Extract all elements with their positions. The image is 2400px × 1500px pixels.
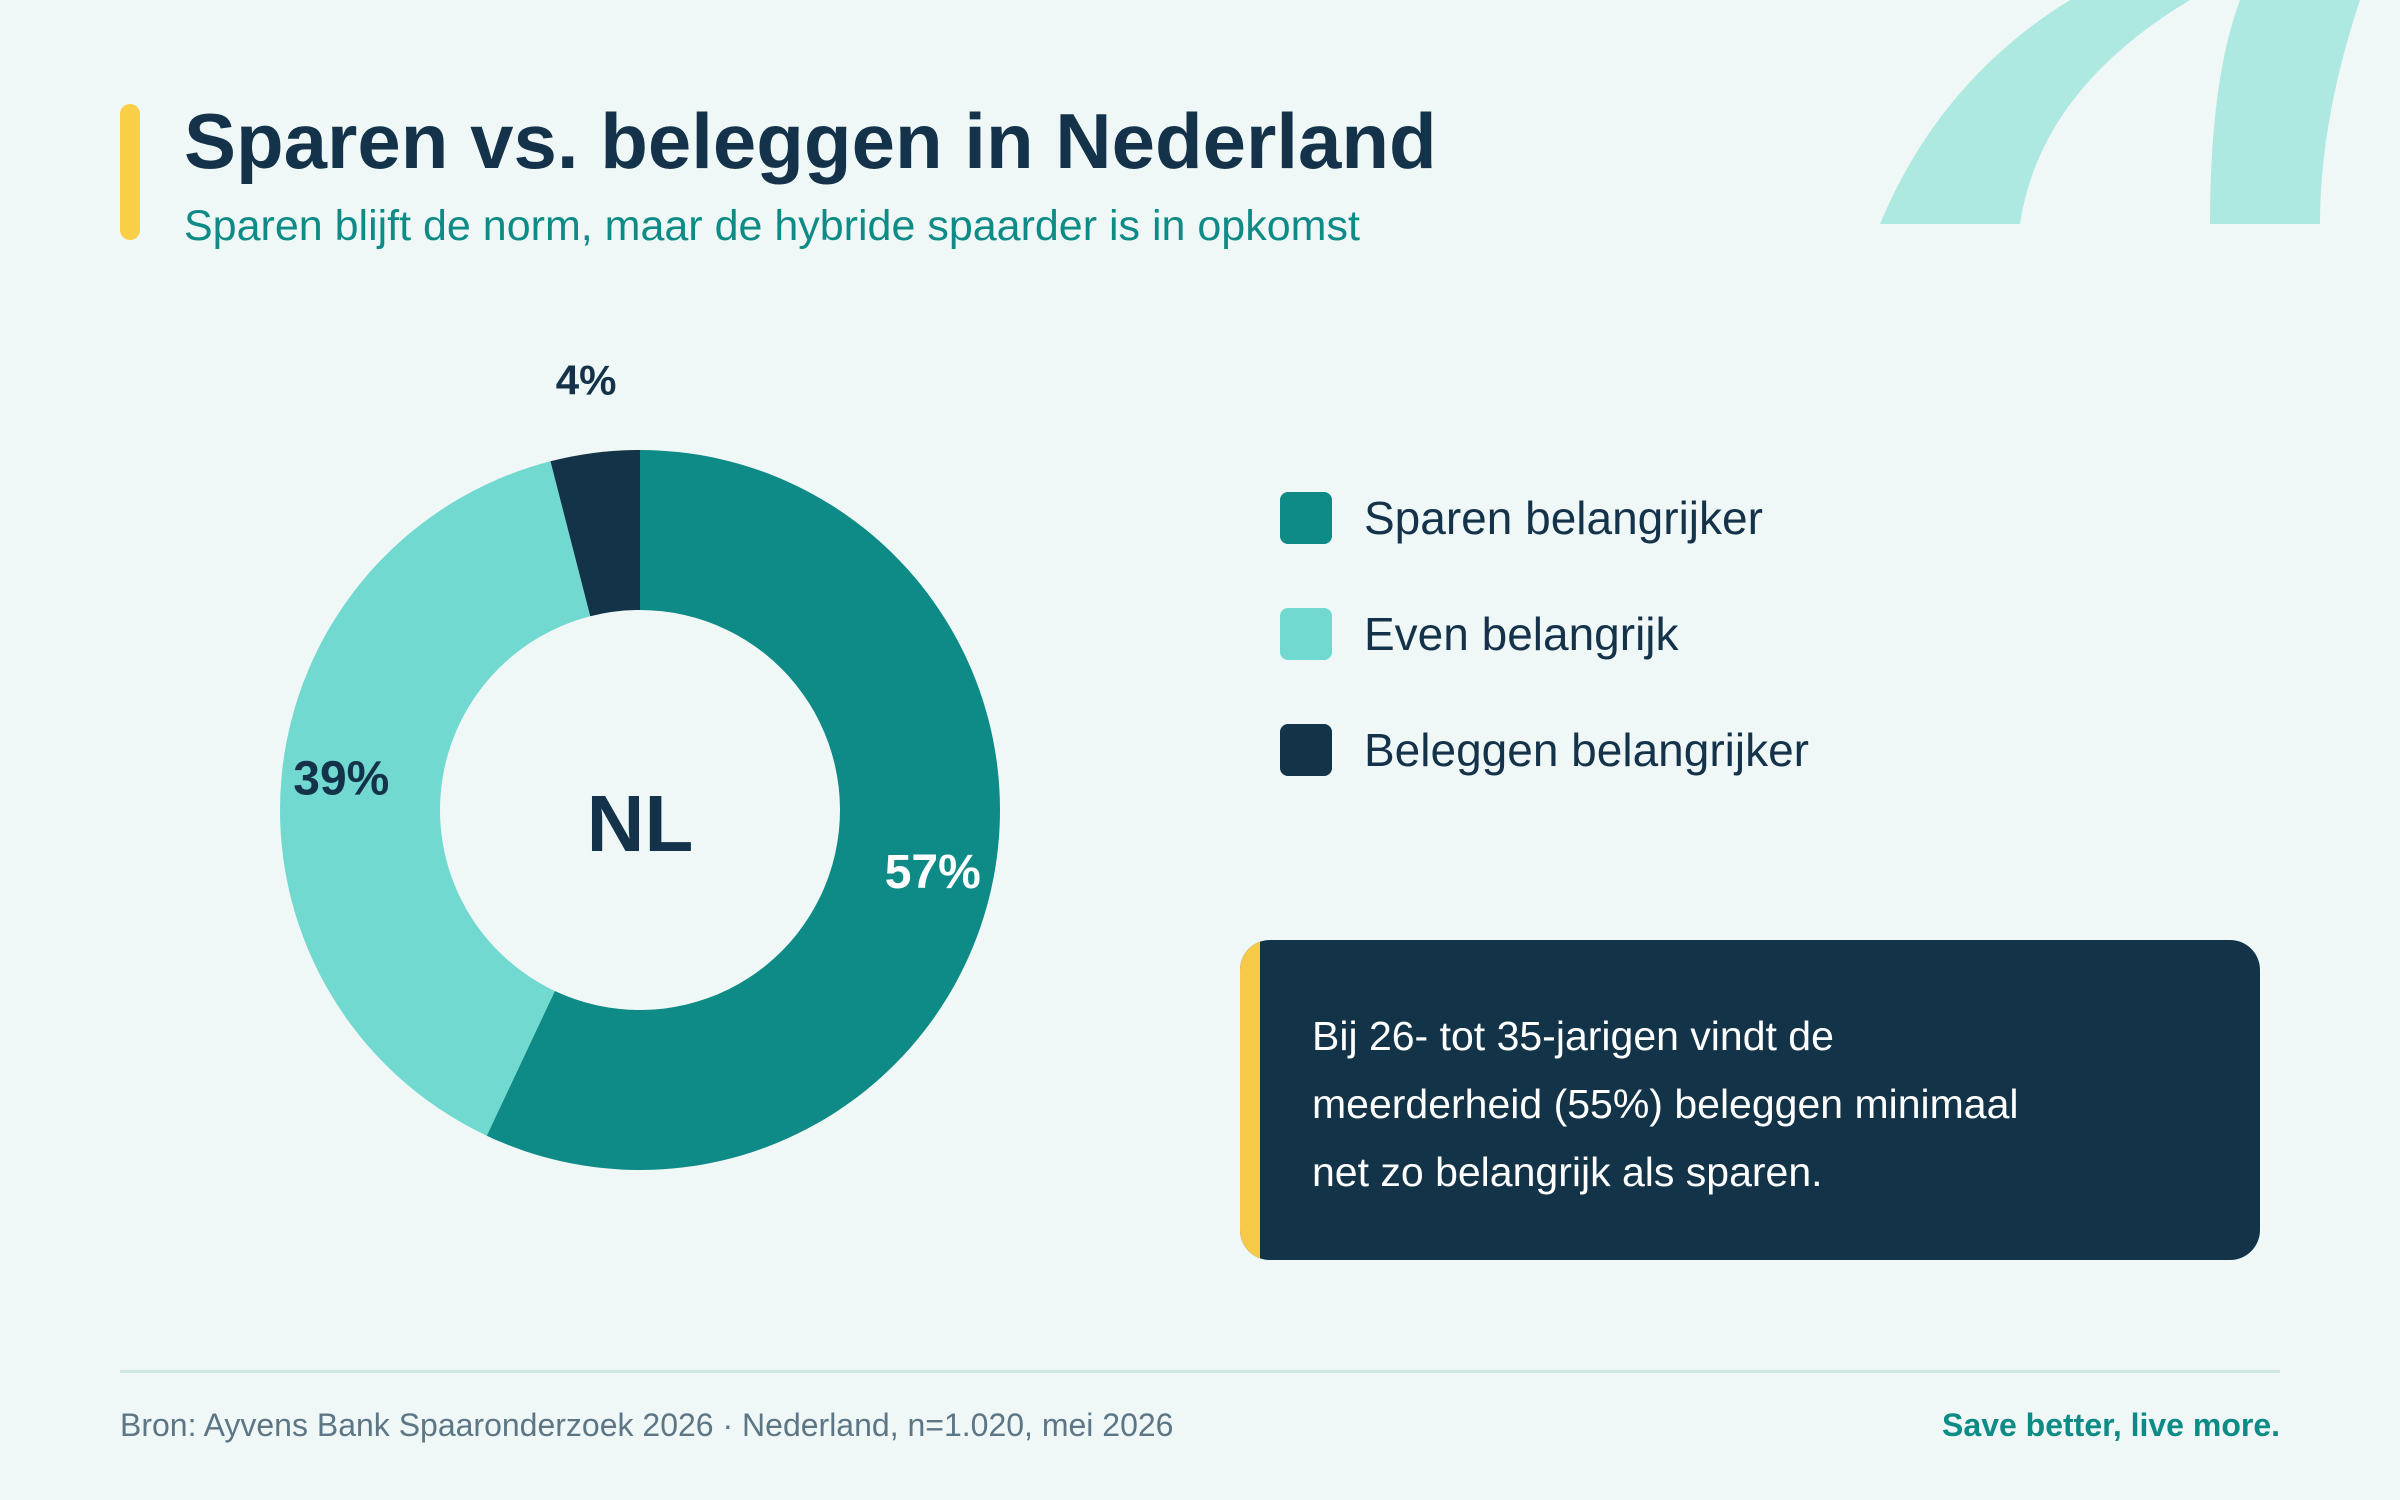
donut-chart: 57% 39% 4% NL xyxy=(280,356,1001,1170)
brand-tagline: Save better, live more. xyxy=(1942,1407,2280,1443)
source-note: Bron: Ayvens Bank Spaaronderzoek 2026 · … xyxy=(120,1407,1174,1443)
donut-center-label: NL xyxy=(587,779,694,868)
callout-line: meerderheid (55%) beleggen minimaal xyxy=(1312,1081,2019,1127)
donut-slice xyxy=(280,461,591,1136)
callout-accent-bar xyxy=(1240,940,1260,1260)
donut-slice xyxy=(550,450,640,617)
page-subtitle: Sparen blijft de norm, maar de hybride s… xyxy=(184,202,1360,250)
legend-swatch xyxy=(1280,724,1332,776)
legend-label: Even belangrijk xyxy=(1364,608,1679,660)
callout-line: Bij 26- tot 35-jarigen vindt de xyxy=(1312,1013,1834,1059)
legend-item: Even belangrijk xyxy=(1280,606,1809,662)
legend-label: Beleggen belangrijker xyxy=(1364,724,1809,776)
donut-slices xyxy=(280,450,1001,1170)
slice-value-label: 4% xyxy=(556,356,617,403)
callout-line: net zo belangrijk als sparen. xyxy=(1312,1149,1823,1195)
legend-item: Beleggen belangrijker xyxy=(1280,722,1809,778)
legend-item: Sparen belangrijker xyxy=(1280,490,1809,546)
quote-mark-decoration xyxy=(1880,0,2360,224)
donut-value-labels: 57% 39% 4% xyxy=(293,356,981,899)
slice-value-label: 39% xyxy=(293,752,389,805)
slice-value-label: 57% xyxy=(885,846,981,899)
donut-slice xyxy=(486,450,1001,1170)
title-accent-bar xyxy=(120,104,140,240)
page-title: Sparen vs. beleggen in Nederland xyxy=(184,97,1437,185)
legend-swatch xyxy=(1280,608,1332,660)
legend-label: Sparen belangrijker xyxy=(1364,492,1763,544)
insight-callout: Bij 26- tot 35-jarigen vindt de meerderh… xyxy=(1240,940,2260,1260)
callout-text: Bij 26- tot 35-jarigen vindt de meerderh… xyxy=(1312,1002,2132,1206)
chart-legend: Sparen belangrijker Even belangrijk Belegg… xyxy=(1280,490,1809,838)
footer-divider xyxy=(120,1370,2280,1373)
legend-swatch xyxy=(1280,492,1332,544)
